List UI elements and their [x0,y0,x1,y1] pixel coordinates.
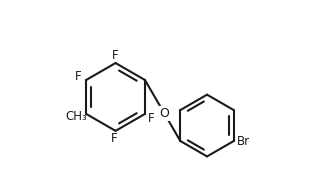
Text: F: F [111,132,118,145]
Text: Br: Br [237,135,250,148]
Text: O: O [160,107,169,120]
Text: F: F [75,70,81,83]
Text: F: F [112,49,119,61]
Text: CH₃: CH₃ [66,110,87,123]
Text: F: F [148,112,154,125]
